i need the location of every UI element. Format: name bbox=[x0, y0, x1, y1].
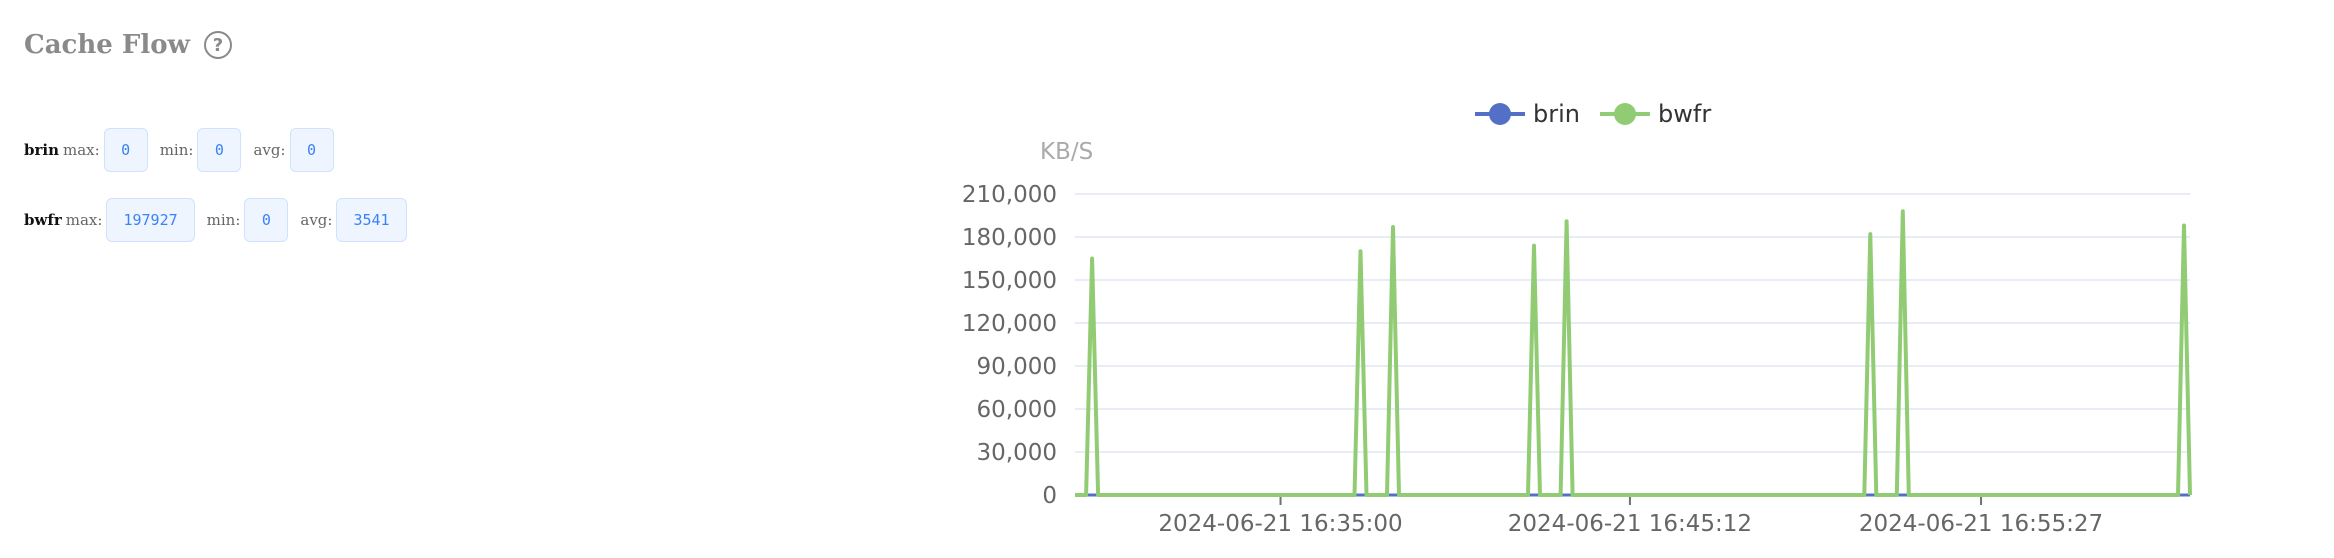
x-axis: 2024-06-21 16:35:00 2024-06-21 16:45:12 20… bbox=[1158, 495, 2103, 537]
y-axis-unit-label: KB/S bbox=[1040, 139, 1093, 165]
x-tick-label: 2024-06-21 16:55:27 bbox=[1859, 511, 2103, 537]
legend-item-bwfr: bwfr bbox=[1600, 100, 1711, 128]
legend-item-brin: brin bbox=[1475, 100, 1580, 128]
y-tick-label: 150,000 bbox=[962, 268, 1057, 294]
y-tick-label: 60,000 bbox=[977, 397, 1057, 423]
legend-label: bwfr bbox=[1658, 100, 1711, 128]
y-axis-ticks: 0 30,000 60,000 90,000 120,000 150,000 180,000… bbox=[962, 182, 1057, 509]
y-tick-label: 0 bbox=[1042, 483, 1057, 509]
y-tick-label: 120,000 bbox=[962, 311, 1057, 337]
legend-marker bbox=[1489, 103, 1511, 125]
y-tick-label: 180,000 bbox=[962, 225, 1057, 251]
grid-lines bbox=[1075, 194, 2190, 495]
x-tick-label: 2024-06-21 16:45:12 bbox=[1508, 511, 1752, 537]
y-tick-label: 210,000 bbox=[962, 182, 1057, 208]
legend-label: brin bbox=[1533, 100, 1580, 128]
x-tick-label: 2024-06-21 16:35:00 bbox=[1158, 511, 1402, 537]
legend-marker bbox=[1614, 103, 1636, 125]
y-tick-label: 30,000 bbox=[977, 440, 1057, 466]
chart-legend: brin bwfr bbox=[1475, 100, 1711, 128]
y-tick-label: 90,000 bbox=[977, 354, 1057, 380]
